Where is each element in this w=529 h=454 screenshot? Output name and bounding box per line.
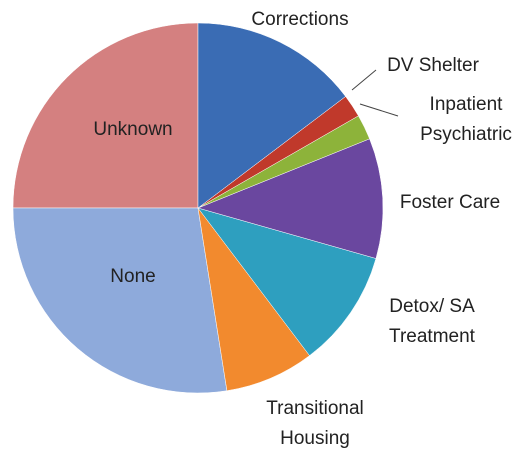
pie-slice bbox=[197, 207, 377, 356]
slice-label: Detox/ SA Treatment bbox=[389, 296, 475, 347]
slice-label: DV Shelter bbox=[387, 55, 479, 76]
slice-label: Inpatient Psychiatric bbox=[420, 94, 512, 145]
slice-label: Unknown bbox=[93, 119, 173, 140]
pie-slice bbox=[197, 22, 346, 209]
leader-line bbox=[351, 69, 377, 91]
pie-slice bbox=[12, 22, 199, 209]
pie-slice bbox=[12, 207, 228, 394]
slice-label: Corrections bbox=[251, 9, 349, 30]
slice-label: Transitional Housing bbox=[266, 398, 364, 449]
slice-label: Foster Care bbox=[399, 192, 501, 213]
slice-label: None bbox=[110, 266, 156, 287]
pie-slice bbox=[197, 138, 384, 259]
leader-line bbox=[359, 103, 399, 117]
